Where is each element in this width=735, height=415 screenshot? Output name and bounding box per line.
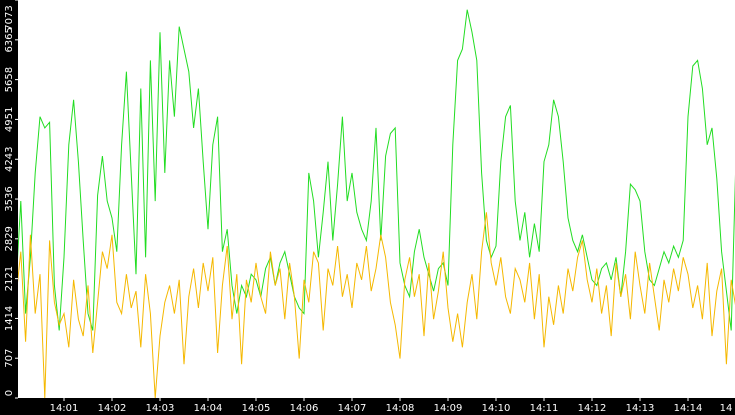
y-tick-label: 5658 — [4, 67, 15, 92]
x-tick-label: 14:14 — [674, 403, 703, 414]
plot-area — [18, 0, 735, 398]
x-tick-label: 14:11 — [530, 403, 559, 414]
y-tick-label: 2829 — [4, 226, 15, 251]
y-tick-label: 0 — [4, 390, 15, 396]
y-tick-label: 7073 — [4, 5, 15, 30]
y-tick-label: 3536 — [4, 186, 15, 211]
x-tick-label: 14 — [720, 403, 733, 414]
plot — [18, 9, 735, 398]
y-tick-label: 4243 — [4, 147, 15, 172]
x-tick-label: 14:13 — [626, 403, 655, 414]
x-tick-label: 14:12 — [578, 403, 607, 414]
x-tick-label: 14:07 — [338, 403, 367, 414]
x-tick-label: 14:03 — [146, 403, 175, 414]
x-tick-label: 14:02 — [98, 403, 127, 414]
series-line — [18, 212, 735, 398]
x-tick-label: 14:04 — [194, 403, 223, 414]
series-line — [18, 9, 735, 331]
y-tick-label: 6365 — [4, 27, 15, 52]
x-tick-label: 14:09 — [434, 403, 463, 414]
x-tick-label: 14:01 — [50, 403, 79, 414]
y-tick-label: 4951 — [4, 107, 15, 132]
y-tick-label: 2121 — [4, 266, 15, 291]
x-tick-label: 14:05 — [242, 403, 271, 414]
y-tick-label: 707 — [4, 349, 15, 368]
x-tick-label: 14:06 — [290, 403, 319, 414]
x-tick-label: 14:08 — [386, 403, 415, 414]
y-tick-label: 1414 — [4, 306, 15, 331]
x-tick-label: 14:10 — [482, 403, 511, 414]
